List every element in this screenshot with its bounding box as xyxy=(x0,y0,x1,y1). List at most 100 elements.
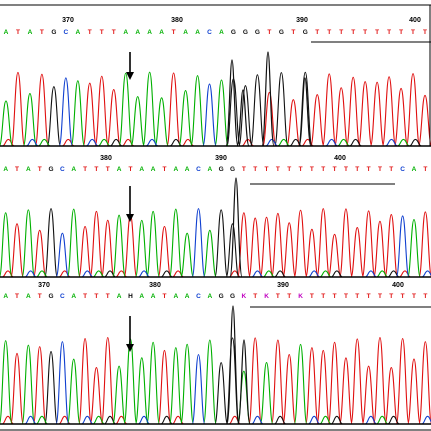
base-call: T xyxy=(172,29,176,36)
base-call: T xyxy=(267,29,271,36)
position-label: 370 xyxy=(38,282,50,289)
trace-T xyxy=(0,337,431,425)
base-call: A xyxy=(185,166,190,173)
base-call: C xyxy=(60,293,65,300)
base-call: C xyxy=(207,29,212,36)
base-call: T xyxy=(351,29,355,36)
base-call: G xyxy=(243,29,248,36)
base-call: A xyxy=(123,29,128,36)
base-call: C xyxy=(196,166,201,173)
trace-peak-G xyxy=(237,339,251,425)
trace-G xyxy=(0,208,431,278)
base-call: T xyxy=(378,293,382,300)
base-call: A xyxy=(173,166,178,173)
base-call: T xyxy=(387,29,391,36)
base-call: T xyxy=(38,166,42,173)
arrow-head-icon xyxy=(126,344,134,352)
base-call: G xyxy=(219,293,224,300)
base-call: T xyxy=(162,293,166,300)
base-call: A xyxy=(117,166,122,173)
base-call: T xyxy=(287,293,291,300)
base-call: G xyxy=(51,29,56,36)
base-call: T xyxy=(276,293,280,300)
base-call: T xyxy=(399,29,403,36)
base-call: T xyxy=(242,166,246,173)
base-call: T xyxy=(106,293,110,300)
base-call: G xyxy=(219,166,224,173)
base-call: A xyxy=(75,29,80,36)
base-call: T xyxy=(83,293,87,300)
base-call: G xyxy=(49,166,54,173)
base-call: T xyxy=(389,293,393,300)
base-call: A xyxy=(195,29,200,36)
base-call: K xyxy=(264,293,269,300)
trace-peak-G xyxy=(226,305,240,425)
base-call: A xyxy=(117,293,122,300)
base-call: T xyxy=(355,166,359,173)
base-call: T xyxy=(423,29,427,36)
base-call: A xyxy=(71,166,76,173)
base-call: T xyxy=(100,29,104,36)
position-label: 380 xyxy=(149,282,161,289)
position-label: 390 xyxy=(277,282,289,289)
position-label: 380 xyxy=(171,17,183,24)
base-call: A xyxy=(151,166,156,173)
base-call: A xyxy=(26,166,31,173)
base-call: T xyxy=(253,293,257,300)
base-call: A xyxy=(3,166,8,173)
base-call: T xyxy=(423,293,427,300)
base-call: T xyxy=(253,166,257,173)
base-call: H xyxy=(128,293,133,300)
base-call: T xyxy=(321,166,325,173)
base-call: A xyxy=(139,166,144,173)
base-call: T xyxy=(276,166,280,173)
base-call: G xyxy=(230,293,235,300)
base-call: G xyxy=(231,29,236,36)
base-call: T xyxy=(16,29,20,36)
arrow-head-icon xyxy=(126,72,134,80)
position-label: 370 xyxy=(62,17,74,24)
base-call: T xyxy=(128,166,132,173)
arrow-head-icon xyxy=(126,214,134,222)
base-call: T xyxy=(15,166,19,173)
base-call: T xyxy=(344,293,348,300)
base-call: T xyxy=(265,166,269,173)
base-call: T xyxy=(94,293,98,300)
base-call: T xyxy=(367,166,371,173)
base-call: T xyxy=(88,29,92,36)
base-call: C xyxy=(60,166,65,173)
base-call: T xyxy=(106,166,110,173)
base-call: A xyxy=(71,293,76,300)
base-call: G xyxy=(49,293,54,300)
base-call: A xyxy=(135,29,140,36)
base-call: K xyxy=(298,293,303,300)
base-call: T xyxy=(423,166,427,173)
base-call: T xyxy=(15,293,19,300)
trace-peak-G xyxy=(229,177,243,278)
base-call: A xyxy=(26,293,31,300)
position-label: 400 xyxy=(334,155,346,162)
base-call: T xyxy=(287,166,291,173)
position-label: 390 xyxy=(215,155,227,162)
base-call: T xyxy=(310,293,314,300)
base-call: T xyxy=(94,166,98,173)
base-call: T xyxy=(411,29,415,36)
trace-C xyxy=(0,341,431,425)
base-call: T xyxy=(389,166,393,173)
trace-peak-G xyxy=(261,51,275,147)
base-call: A xyxy=(412,166,417,173)
base-call: T xyxy=(401,293,405,300)
base-call: A xyxy=(4,29,9,36)
base-call: G xyxy=(279,29,284,36)
base-call: G xyxy=(255,29,260,36)
base-call: A xyxy=(3,293,8,300)
position-label: 380 xyxy=(100,155,112,162)
base-call: T xyxy=(412,293,416,300)
position-label: 400 xyxy=(392,282,404,289)
position-label: 400 xyxy=(409,17,421,24)
base-call: A xyxy=(185,293,190,300)
base-call: A xyxy=(151,293,156,300)
